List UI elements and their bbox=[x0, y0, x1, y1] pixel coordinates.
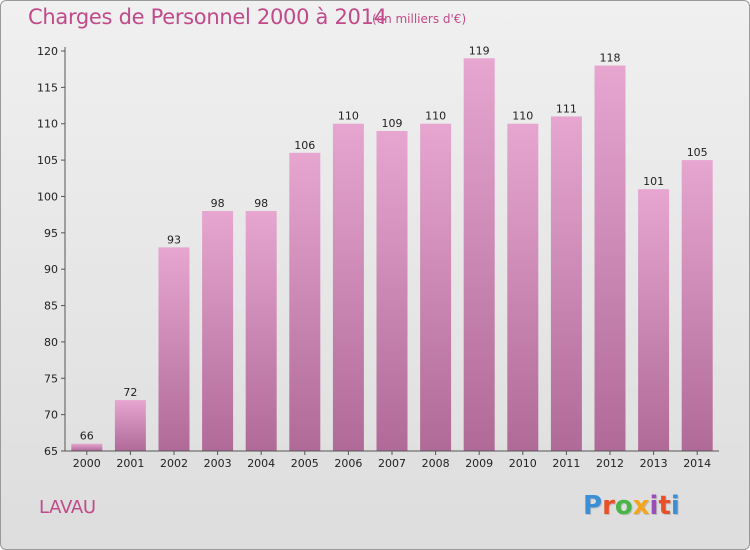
y-axis: 65 70 75 80 85 90 95 100 105 110 115 120 bbox=[37, 45, 66, 458]
x-tick-label: 2000 bbox=[73, 457, 101, 470]
bar-2011 bbox=[550, 116, 582, 452]
bar-2002 bbox=[158, 247, 190, 451]
data-label-2008: 110 bbox=[425, 110, 446, 123]
bar-2010 bbox=[507, 123, 539, 452]
data-label-2006: 110 bbox=[338, 110, 359, 123]
bars: 66 72 93 98 98 106 110 109 110 119 110 111 118 101 105 bbox=[71, 44, 713, 452]
data-label-2003: 98 bbox=[211, 197, 225, 210]
y-tick-label: 120 bbox=[37, 45, 58, 58]
x-tick-label: 2005 bbox=[291, 457, 319, 470]
data-label-2000: 66 bbox=[80, 430, 94, 443]
data-label-2012: 118 bbox=[600, 52, 621, 65]
bar-2007 bbox=[376, 131, 408, 451]
x-tick-label: 2001 bbox=[116, 457, 144, 470]
logo-letter: o bbox=[614, 491, 633, 521]
bar-2009 bbox=[463, 58, 495, 451]
data-label-2011: 111 bbox=[556, 102, 577, 115]
data-label-2013: 101 bbox=[643, 175, 664, 188]
commune-name: LAVAU bbox=[39, 497, 96, 518]
x-tick-label: 2002 bbox=[160, 457, 188, 470]
data-label-2002: 93 bbox=[167, 233, 181, 246]
x-tick-label: 2004 bbox=[247, 457, 275, 470]
x-axis: 2000 2001 2002 2003 2004 2005 2006 2007 2008 2009… bbox=[65, 450, 719, 470]
bar-2008 bbox=[420, 123, 452, 452]
x-tick-label: 2012 bbox=[596, 457, 624, 470]
bar-2003 bbox=[202, 211, 234, 451]
y-tick-label: 95 bbox=[44, 227, 58, 240]
x-tick-label: 2008 bbox=[422, 457, 450, 470]
bar-2013 bbox=[638, 189, 670, 451]
bar-2014 bbox=[681, 160, 713, 451]
logo-letter: x bbox=[632, 491, 650, 521]
y-tick-label: 75 bbox=[44, 372, 58, 385]
bar-2000 bbox=[71, 443, 103, 451]
data-label-2014: 105 bbox=[687, 146, 708, 159]
y-tick-label: 105 bbox=[37, 154, 58, 167]
data-label-2004: 98 bbox=[254, 197, 268, 210]
bar-2012 bbox=[594, 65, 626, 451]
x-tick-label: 2009 bbox=[465, 457, 493, 470]
logo-letter: i bbox=[649, 491, 659, 521]
y-tick-label: 85 bbox=[44, 300, 58, 313]
y-tick-label: 65 bbox=[44, 445, 58, 458]
logo-letter: r bbox=[602, 491, 615, 521]
bar-2001 bbox=[114, 400, 146, 451]
data-label-2010: 110 bbox=[512, 110, 533, 123]
data-label-2001: 72 bbox=[123, 386, 137, 399]
y-tick-label: 110 bbox=[37, 118, 58, 131]
y-tick-label: 80 bbox=[44, 336, 58, 349]
y-tick-label: 90 bbox=[44, 263, 58, 276]
x-tick-label: 2003 bbox=[204, 457, 232, 470]
chart-subtitle: (en milliers d'€) bbox=[372, 12, 467, 26]
logo-letter: P bbox=[583, 491, 603, 521]
data-label-2005: 106 bbox=[294, 139, 315, 152]
data-label-2007: 109 bbox=[382, 117, 403, 130]
x-tick-label: 2014 bbox=[683, 457, 711, 470]
data-label-2009: 119 bbox=[469, 44, 490, 57]
bar-2004 bbox=[245, 211, 277, 451]
chart-title: Charges de Personnel 2000 à 2014 bbox=[28, 5, 387, 29]
logo-letter: i bbox=[670, 491, 680, 521]
bar-2005 bbox=[289, 152, 321, 451]
x-tick-label: 2013 bbox=[640, 457, 668, 470]
logo-letter: t bbox=[658, 491, 671, 521]
bar-2006 bbox=[332, 123, 364, 452]
x-tick-label: 2007 bbox=[378, 457, 406, 470]
x-tick-label: 2010 bbox=[509, 457, 537, 470]
y-tick-label: 115 bbox=[37, 81, 58, 94]
x-tick-label: 2006 bbox=[334, 457, 362, 470]
y-tick-label: 70 bbox=[44, 409, 58, 422]
x-tick-label: 2011 bbox=[552, 457, 580, 470]
y-tick-label: 100 bbox=[37, 190, 58, 203]
proxiti-logo: Proxiti bbox=[583, 491, 680, 521]
